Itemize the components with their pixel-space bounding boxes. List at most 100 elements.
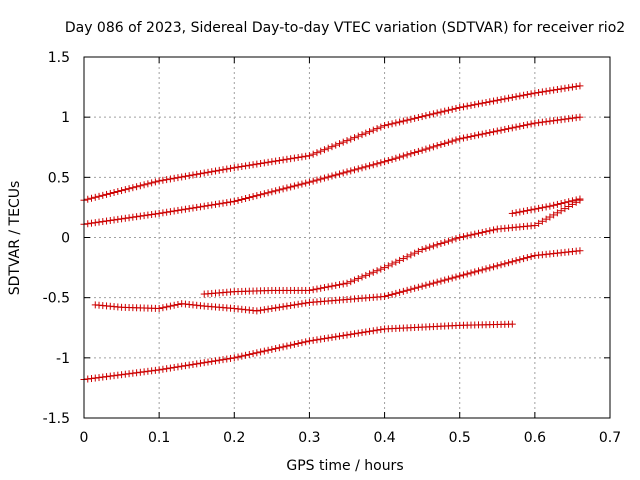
- data-point: [335, 170, 343, 178]
- data-point: [452, 136, 460, 144]
- data-point: [159, 209, 167, 217]
- data-point: [238, 352, 246, 360]
- tick-labels: 0 0.1 0.2 0.3 0.4 0.5 0.6 0.7 -1.5 -1 -0.5 0 0.5 1 1.5: [43, 50, 621, 446]
- data-point: [471, 268, 479, 276]
- data-point: [339, 138, 347, 146]
- data-point: [572, 198, 580, 206]
- data-point: [486, 264, 494, 272]
- data-point: [520, 207, 528, 215]
- data-point: [242, 195, 250, 203]
- data-point: [253, 349, 261, 357]
- data-point: [452, 104, 460, 112]
- data-point: [422, 112, 430, 120]
- data-point: [553, 116, 561, 124]
- data-point: [546, 202, 554, 210]
- data-point: [373, 326, 381, 334]
- data-point: [351, 330, 359, 338]
- data-point: [542, 118, 550, 126]
- data-point: [219, 199, 227, 207]
- data-point: [125, 185, 133, 193]
- data-point: [335, 140, 343, 148]
- data-point: [396, 153, 404, 161]
- data-point: [159, 304, 167, 312]
- data-point: [384, 121, 392, 129]
- data-point: [313, 176, 321, 184]
- data-point: [290, 301, 298, 309]
- data-point: [264, 158, 272, 166]
- data-point: [106, 216, 114, 224]
- data-point: [452, 273, 460, 281]
- data-point: [478, 266, 486, 274]
- data-point: [531, 89, 539, 97]
- data-point: [366, 270, 374, 278]
- data-point: [542, 87, 550, 95]
- data-point: [448, 236, 456, 244]
- data-point: [200, 169, 208, 177]
- data-point: [448, 274, 456, 282]
- data-point: [373, 160, 381, 168]
- data-point: [358, 131, 366, 139]
- data-point: [264, 305, 272, 313]
- data-point: [253, 160, 261, 168]
- data-point: [456, 104, 464, 112]
- data-point: [512, 209, 520, 217]
- data-point: [535, 88, 543, 96]
- data-point: [538, 118, 546, 126]
- series-track-2: [80, 113, 584, 228]
- data-point: [317, 284, 325, 292]
- data-point: [317, 175, 325, 183]
- data-point: [181, 362, 189, 370]
- data-point: [546, 213, 554, 221]
- data-point: [471, 101, 479, 109]
- data-point: [508, 209, 516, 217]
- data-point: [512, 93, 520, 101]
- data-point: [384, 262, 392, 270]
- data-point: [486, 227, 494, 235]
- data-point: [501, 95, 509, 103]
- data-point: [140, 181, 148, 189]
- data-point: [208, 168, 216, 176]
- data-point: [358, 273, 366, 281]
- data-point: [343, 137, 351, 145]
- data-point: [283, 342, 291, 350]
- data-point: [298, 300, 306, 308]
- data-point: [294, 153, 302, 161]
- y-axis-label: SDTVAR / TECUs: [7, 181, 23, 296]
- data-point: [347, 330, 355, 338]
- data-point: [448, 137, 456, 145]
- data-point: [178, 173, 186, 181]
- data-point: [538, 204, 546, 212]
- data-point: [212, 200, 219, 208]
- data-point: [215, 200, 223, 208]
- data-point: [396, 288, 404, 296]
- data-point: [148, 179, 156, 187]
- y-tick-label: -1: [56, 351, 70, 367]
- data-point: [212, 167, 219, 175]
- data-point: [508, 258, 516, 266]
- data-point: [523, 91, 531, 99]
- series-track-6: [80, 320, 516, 383]
- data-point: [516, 122, 524, 130]
- data-point: [381, 122, 389, 130]
- x-tick-label: 0.4: [373, 430, 395, 446]
- data-point: [204, 202, 212, 210]
- data-point: [174, 206, 182, 214]
- data-point: [238, 195, 246, 203]
- data-point: [181, 205, 189, 213]
- data-point: [309, 150, 317, 158]
- data-point: [456, 272, 464, 280]
- data-point: [486, 98, 494, 106]
- data-point: [181, 172, 189, 180]
- data-point: [294, 300, 302, 308]
- data-point: [287, 155, 295, 163]
- data-point: [305, 178, 313, 186]
- data-point: [219, 166, 227, 174]
- data-point: [505, 125, 513, 133]
- series-track-1: [80, 82, 584, 204]
- data-point: [362, 328, 370, 336]
- data-point: [392, 154, 400, 162]
- data-point: [523, 207, 531, 215]
- data-point: [493, 96, 501, 104]
- data-point: [223, 165, 231, 173]
- data-point: [351, 166, 359, 174]
